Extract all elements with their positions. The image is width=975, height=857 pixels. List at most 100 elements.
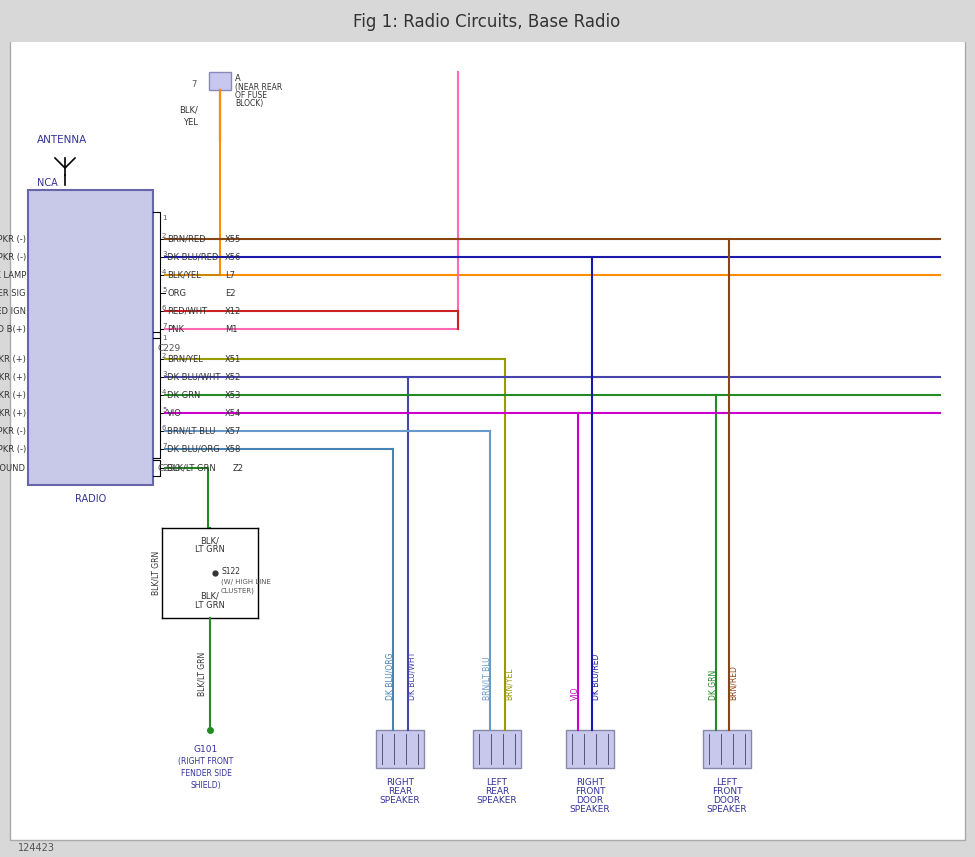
Text: 3: 3 (162, 371, 167, 377)
Text: FUSED IGN: FUSED IGN (0, 307, 26, 315)
Text: X53: X53 (225, 391, 242, 399)
Text: X51: X51 (225, 355, 241, 363)
Text: RIGHT: RIGHT (576, 778, 604, 787)
Text: DK BLU/WHT: DK BLU/WHT (408, 652, 416, 700)
Text: 2: 2 (162, 353, 167, 359)
Text: X55: X55 (225, 235, 241, 243)
Text: X54: X54 (225, 409, 241, 417)
Text: LT GRN: LT GRN (195, 601, 225, 609)
Text: C230: C230 (157, 464, 180, 472)
Text: SPEAKER: SPEAKER (569, 805, 610, 814)
Text: PNK: PNK (167, 325, 184, 333)
Text: DK BLU/RED: DK BLU/RED (592, 654, 601, 700)
Text: DOOR: DOOR (714, 796, 741, 805)
Bar (28, 190, 153, 485)
Text: DOOR: DOOR (576, 796, 604, 805)
Text: G101: G101 (194, 745, 218, 754)
Text: RADIO: RADIO (75, 494, 106, 504)
Bar (0, 0, 975, 42)
Text: BLK/LT GRN: BLK/LT GRN (151, 551, 161, 595)
Text: (RIGHT FRONT: (RIGHT FRONT (178, 757, 234, 766)
Text: A: A (235, 74, 241, 83)
Text: (W/ HIGH LINE: (W/ HIGH LINE (221, 578, 271, 585)
Text: M1: M1 (225, 325, 238, 333)
Bar (473, 730, 521, 768)
Text: FENDER SIDE: FENDER SIDE (180, 769, 231, 778)
Text: DK BLU/RED: DK BLU/RED (167, 253, 218, 261)
Text: 3: 3 (162, 251, 167, 257)
Text: LR SPKR (-): LR SPKR (-) (0, 427, 26, 435)
Text: 1: 1 (162, 335, 167, 341)
Text: VIO: VIO (167, 409, 182, 417)
Text: LR SPKR (+): LR SPKR (+) (0, 355, 26, 363)
Text: X52: X52 (225, 373, 241, 381)
Text: DK GRN: DK GRN (167, 391, 201, 399)
Text: BLK/: BLK/ (179, 105, 198, 115)
Text: X57: X57 (225, 427, 242, 435)
Text: BRN/LT BLU: BRN/LT BLU (483, 656, 491, 700)
Text: X58: X58 (225, 445, 242, 453)
Text: S122: S122 (221, 566, 240, 576)
Text: SHIELD): SHIELD) (191, 781, 221, 790)
Text: DK BLU/WHT: DK BLU/WHT (167, 373, 220, 381)
Text: SPEAKER: SPEAKER (707, 805, 747, 814)
Text: 7: 7 (162, 323, 167, 329)
Bar (566, 730, 614, 768)
Text: CLUSTER): CLUSTER) (221, 588, 254, 594)
Text: 5: 5 (162, 287, 167, 293)
Text: FRONT: FRONT (574, 787, 605, 796)
Text: ORG: ORG (167, 289, 186, 297)
Text: VIO: VIO (570, 686, 579, 700)
Text: X12: X12 (225, 307, 241, 315)
Text: SPEAKER: SPEAKER (477, 796, 518, 805)
Text: 6: 6 (162, 305, 167, 311)
Text: BRN/RED: BRN/RED (167, 235, 206, 243)
Text: FUSED B(+): FUSED B(+) (0, 325, 26, 333)
Text: C229: C229 (157, 344, 180, 352)
Text: LF SPKR (+): LF SPKR (+) (0, 391, 26, 399)
Text: DK BLU/ORG: DK BLU/ORG (167, 445, 219, 453)
Bar (376, 730, 424, 768)
Text: YEL: YEL (183, 117, 198, 127)
Text: 6: 6 (162, 425, 167, 431)
Text: RF SPKR (-): RF SPKR (-) (0, 253, 26, 261)
Text: BLK/LT GRN: BLK/LT GRN (198, 652, 207, 696)
Text: RIGHT: RIGHT (386, 778, 414, 787)
Text: FRONT: FRONT (712, 787, 742, 796)
Text: DK GRN: DK GRN (709, 670, 718, 700)
Bar (703, 730, 751, 768)
Text: SPEAKER: SPEAKER (379, 796, 420, 805)
Text: LEFT: LEFT (717, 778, 737, 787)
Text: 7: 7 (162, 443, 167, 449)
Text: OF FUSE: OF FUSE (235, 91, 267, 100)
Text: E2: E2 (225, 289, 236, 297)
Text: LF SPKR (-): LF SPKR (-) (0, 235, 26, 243)
Text: (NEAR REAR: (NEAR REAR (235, 83, 282, 92)
Text: BLK/: BLK/ (201, 536, 219, 546)
Text: BLK/LT GRN: BLK/LT GRN (167, 464, 215, 472)
Text: RF SPKR (+): RF SPKR (+) (0, 409, 26, 417)
Text: 124423: 124423 (18, 843, 55, 853)
Text: LT GRN: LT GRN (195, 546, 225, 554)
Text: X56: X56 (225, 253, 242, 261)
Text: Fig 1: Radio Circuits, Base Radio: Fig 1: Radio Circuits, Base Radio (353, 13, 621, 31)
Text: 4: 4 (162, 389, 167, 395)
Text: RR SPKR (+): RR SPKR (+) (0, 373, 26, 381)
Text: DK BLU/ORG: DK BLU/ORG (385, 652, 395, 700)
Text: RED/WHT: RED/WHT (167, 307, 207, 315)
Text: BRN/LT BLU: BRN/LT BLU (167, 427, 215, 435)
Text: 7: 7 (192, 80, 197, 88)
Text: ANTENNA: ANTENNA (37, 135, 87, 145)
Text: Z2: Z2 (233, 464, 244, 472)
Text: 5: 5 (162, 407, 167, 413)
Text: RR SPKR (-): RR SPKR (-) (0, 445, 26, 453)
Bar (209, 72, 231, 90)
Text: BLOCK): BLOCK) (235, 99, 263, 108)
Text: L7: L7 (225, 271, 235, 279)
Text: REAR: REAR (388, 787, 412, 796)
Text: 1: 1 (162, 215, 167, 221)
Text: LEFT: LEFT (487, 778, 508, 787)
Text: 4: 4 (162, 269, 167, 275)
Text: BLK/: BLK/ (201, 591, 219, 601)
Text: 2: 2 (162, 233, 167, 239)
